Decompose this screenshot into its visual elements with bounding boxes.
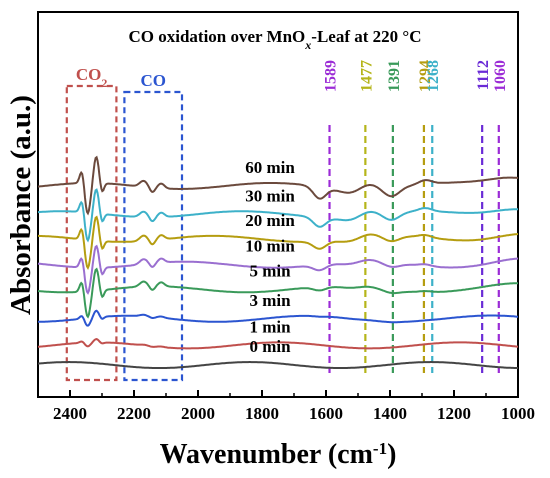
time-label-3-min: 3 min (249, 291, 291, 310)
x-tick-label: 1800 (245, 404, 279, 423)
time-label-10-min: 10 min (245, 237, 295, 256)
trace-60-min (37, 155, 519, 216)
band-label-1294: 1294 (417, 60, 434, 92)
band-label-1060: 1060 (492, 60, 509, 92)
y-axis-title: Absorbance (a.u.) (5, 95, 37, 315)
trace-5-min (38, 267, 518, 319)
chart-title: CO oxidation over MnOx-Leaf at 220 °C (129, 27, 422, 52)
band-label-1589: 1589 (323, 60, 340, 92)
band-label-1391: 1391 (386, 60, 403, 92)
plot-frame (37, 11, 519, 398)
time-label-60-min: 60 min (245, 158, 295, 177)
time-label-5-min: 5 min (249, 261, 291, 280)
x-tick-label: 2200 (117, 404, 151, 423)
x-tick-label: 2400 (53, 404, 87, 423)
x-tick-label: 1200 (437, 404, 471, 423)
band-label-1477: 1477 (358, 60, 375, 92)
x-axis-ticks: 2400 2200 2000 1800 1600 1400 1200 1000 (37, 390, 535, 423)
band-label-1112: 1112 (475, 60, 492, 90)
trace-1-min (37, 338, 519, 350)
trace-0-min (37, 361, 518, 369)
trace-3-min (38, 309, 518, 327)
x-tick-label: 1600 (309, 404, 343, 423)
band-label-1268: 1268 (425, 60, 442, 92)
trace-30-min (38, 188, 518, 243)
time-label-30-min: 30 min (245, 186, 295, 205)
x-axis-title-superscript: -1 (373, 439, 387, 458)
region-boxes: CO2 CO (65, 65, 184, 382)
time-label-0-min: 0 min (249, 337, 291, 356)
x-tick-label: 2000 (181, 404, 215, 423)
x-axis-title: Wavenumber (cm-1) (160, 439, 397, 471)
time-label-20-min: 20 min (245, 211, 295, 230)
co-region-box (123, 90, 184, 382)
trace-10-min (37, 244, 519, 295)
x-tick-label: 1400 (373, 404, 407, 423)
time-label-1-min: 1 min (249, 317, 291, 336)
spectra-traces (37, 155, 519, 369)
co2-region-box (65, 84, 118, 382)
co-region-label: CO (140, 71, 166, 90)
trace-20-min (38, 215, 519, 270)
co2-region-label: CO2 (76, 65, 108, 90)
chart-title-subscript: x (304, 38, 311, 52)
x-tick-label: 1000 (501, 404, 535, 423)
